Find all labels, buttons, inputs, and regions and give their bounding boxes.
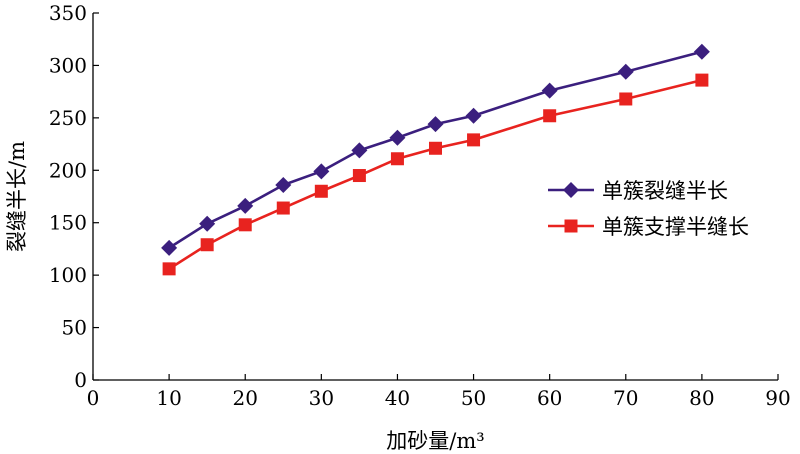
y-tick-label: 350 — [49, 1, 87, 25]
x-axis-title: 加砂量/m³ — [386, 429, 484, 453]
data-point — [617, 63, 634, 80]
x-axis-ticks: 0 10 20 30 40 50 60 70 80 90 — [87, 374, 791, 410]
series-2 — [162, 73, 709, 276]
data-point — [467, 133, 481, 147]
data-point — [351, 142, 368, 159]
data-point — [465, 107, 482, 124]
x-tick-label: 30 — [309, 386, 334, 410]
data-point — [543, 109, 557, 123]
data-point — [313, 163, 330, 180]
y-tick-label: 150 — [49, 211, 87, 235]
data-point — [693, 43, 710, 60]
data-point — [695, 73, 709, 87]
y-axis-ticks: 0 50 100 150 200 250 300 350 — [49, 1, 99, 392]
series-1 — [161, 43, 710, 256]
y-axis-title: 裂缝半长/m — [5, 141, 29, 252]
data-point — [275, 176, 292, 193]
data-point — [314, 184, 328, 198]
y-tick-label: 250 — [49, 106, 87, 130]
data-point — [199, 215, 216, 232]
x-tick-label: 90 — [765, 386, 790, 410]
data-point — [352, 169, 366, 183]
x-tick-label: 60 — [537, 386, 562, 410]
x-tick-label: 0 — [87, 386, 100, 410]
data-point — [541, 82, 558, 99]
y-tick-label: 300 — [49, 53, 87, 77]
y-tick-label: 200 — [49, 158, 87, 182]
data-point — [619, 92, 633, 106]
y-tick-label: 50 — [62, 316, 87, 340]
x-tick-label: 50 — [461, 386, 486, 410]
data-point — [237, 197, 254, 214]
series-line — [168, 78, 703, 270]
x-tick-label: 70 — [613, 386, 638, 410]
data-point — [162, 262, 176, 276]
series-line — [168, 50, 703, 249]
data-point — [429, 141, 442, 155]
axes — [92, 13, 778, 381]
data-point — [238, 218, 252, 232]
data-point — [200, 238, 214, 252]
data-point — [390, 152, 404, 166]
data-point — [389, 129, 406, 146]
legend-label: 单簇支撑半缝长 — [602, 215, 749, 239]
y-tick-label: 0 — [74, 368, 87, 392]
legend-label: 单簇裂缝半长 — [602, 179, 728, 203]
legend-marker — [563, 182, 579, 198]
plot-area — [161, 43, 710, 276]
x-tick-label: 20 — [232, 386, 257, 410]
x-tick-label: 80 — [689, 386, 714, 410]
x-tick-label: 10 — [156, 386, 181, 410]
y-tick-label: 100 — [49, 263, 87, 287]
legend-marker — [564, 219, 578, 233]
data-point — [276, 201, 290, 215]
data-point — [427, 116, 444, 133]
data-point — [161, 239, 178, 256]
x-tick-label: 40 — [385, 386, 410, 410]
